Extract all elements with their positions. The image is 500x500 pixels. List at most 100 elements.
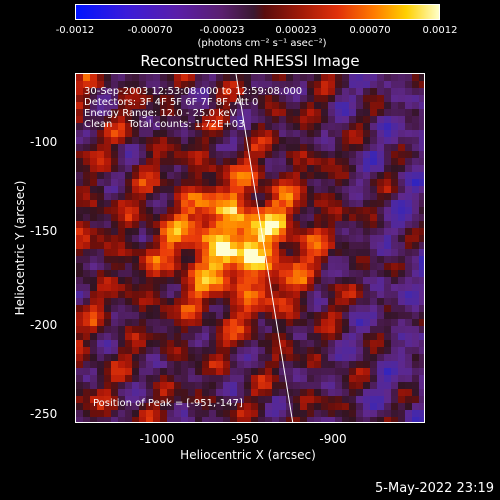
image-pixel	[76, 207, 84, 215]
image-pixel	[90, 284, 98, 292]
image-pixel	[83, 410, 91, 418]
image-pixel	[153, 389, 161, 397]
image-pixel	[244, 263, 252, 271]
image-pixel	[286, 410, 294, 418]
image-pixel	[167, 137, 175, 145]
image-pixel	[237, 228, 245, 236]
image-pixel	[153, 382, 161, 390]
image-pixel	[412, 242, 420, 250]
image-pixel	[104, 277, 112, 285]
image-pixel	[132, 95, 140, 103]
image-pixel	[188, 235, 196, 243]
image-pixel	[146, 389, 154, 397]
image-pixel	[223, 179, 231, 187]
image-pixel	[76, 151, 84, 159]
image-pixel	[209, 102, 217, 110]
image-pixel	[265, 291, 273, 299]
image-pixel	[335, 102, 343, 110]
image-pixel	[188, 368, 196, 376]
image-pixel	[97, 326, 105, 334]
image-pixel	[419, 88, 424, 96]
image-pixel	[356, 214, 364, 222]
image-pixel	[405, 396, 413, 404]
image-pixel	[412, 207, 420, 215]
image-pixel	[125, 382, 133, 390]
image-pixel	[356, 284, 364, 292]
image-pixel	[83, 291, 91, 299]
image-pixel	[160, 228, 168, 236]
image-pixel	[118, 151, 126, 159]
image-pixel	[370, 375, 378, 383]
image-pixel	[265, 312, 273, 320]
image-pixel	[83, 221, 91, 229]
image-pixel	[230, 382, 238, 390]
image-pixel	[76, 242, 84, 250]
image-pixel	[321, 137, 329, 145]
image-pixel	[174, 81, 182, 89]
image-pixel	[363, 116, 371, 124]
image-pixel	[90, 186, 98, 194]
image-pixel	[216, 263, 224, 271]
image-pixel	[286, 88, 294, 96]
image-pixel	[139, 361, 147, 369]
image-pixel	[230, 228, 238, 236]
image-pixel	[321, 375, 329, 383]
image-pixel	[307, 81, 315, 89]
image-pixel	[230, 396, 238, 404]
image-pixel	[314, 249, 322, 257]
image-pixel	[223, 277, 231, 285]
image-pixel	[202, 354, 210, 362]
image-pixel	[83, 179, 91, 187]
image-pixel	[209, 172, 217, 180]
image-pixel	[300, 207, 308, 215]
image-pixel	[160, 403, 168, 411]
image-pixel	[174, 389, 182, 397]
image-pixel	[314, 284, 322, 292]
image-pixel	[300, 165, 308, 173]
image-pixel	[188, 354, 196, 362]
image-pixel	[279, 116, 287, 124]
image-pixel	[160, 291, 168, 299]
image-pixel	[307, 158, 315, 166]
image-pixel	[412, 347, 420, 355]
image-pixel	[174, 165, 182, 173]
image-pixel	[370, 151, 378, 159]
image-pixel	[342, 326, 350, 334]
image-pixel	[279, 95, 287, 103]
image-pixel	[167, 207, 175, 215]
image-pixel	[328, 109, 336, 117]
image-pixel	[251, 158, 259, 166]
image-pixel	[398, 368, 406, 376]
image-pixel	[272, 158, 280, 166]
image-pixel	[132, 284, 140, 292]
image-pixel	[321, 270, 329, 278]
image-pixel	[349, 102, 357, 110]
image-pixel	[328, 361, 336, 369]
image-pixel	[300, 137, 308, 145]
image-pixel	[384, 403, 392, 411]
image-pixel	[293, 81, 301, 89]
image-pixel	[76, 172, 84, 180]
image-pixel	[181, 284, 189, 292]
image-pixel	[286, 291, 294, 299]
image-pixel	[300, 319, 308, 327]
image-pixel	[328, 396, 336, 404]
image-pixel	[307, 361, 315, 369]
image-pixel	[265, 277, 273, 285]
image-pixel	[111, 137, 119, 145]
image-pixel	[279, 375, 287, 383]
image-pixel	[188, 382, 196, 390]
image-pixel	[160, 116, 168, 124]
image-pixel	[405, 109, 413, 117]
image-pixel	[377, 172, 385, 180]
image-pixel	[195, 291, 203, 299]
image-pixel	[363, 221, 371, 229]
image-pixel	[230, 333, 238, 341]
image-pixel	[363, 263, 371, 271]
image-pixel	[195, 200, 203, 208]
image-pixel	[118, 88, 126, 96]
image-pixel	[419, 165, 424, 173]
image-pixel	[258, 410, 266, 418]
image-pixel	[342, 263, 350, 271]
image-pixel	[405, 284, 413, 292]
